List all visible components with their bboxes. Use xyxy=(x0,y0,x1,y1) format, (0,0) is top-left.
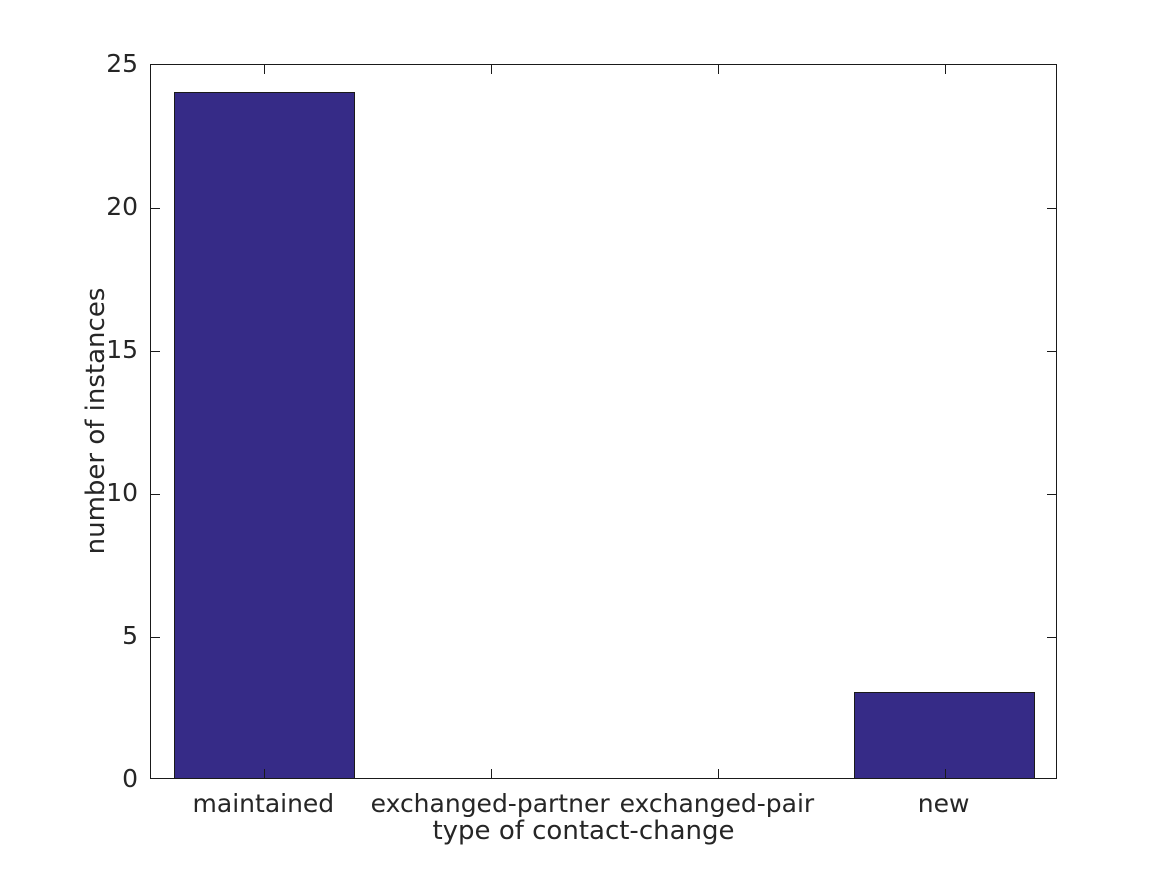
y-tick-mark xyxy=(1047,494,1056,495)
x-tick-mark xyxy=(944,65,946,74)
x-tick-mark xyxy=(491,65,493,74)
y-tick-mark xyxy=(151,637,160,638)
plot-axes-box xyxy=(150,64,1057,779)
x-tick-mark xyxy=(264,769,266,778)
y-tick-label: 20 xyxy=(106,192,138,221)
y-tick-mark xyxy=(151,351,160,352)
y-tick-mark xyxy=(1047,208,1056,209)
x-tick-mark xyxy=(717,65,719,74)
y-tick-mark xyxy=(1047,637,1056,638)
bars-layer xyxy=(151,65,1056,778)
x-tick-label: maintained xyxy=(192,789,335,818)
bar xyxy=(173,91,356,778)
y-tick-label: 5 xyxy=(122,621,138,650)
x-tick-mark xyxy=(264,65,266,74)
y-tick-mark xyxy=(1047,351,1056,352)
x-axis-title: type of contact-change xyxy=(432,816,735,846)
x-tick-mark xyxy=(491,769,493,778)
bar xyxy=(853,692,1036,778)
x-tick-label: exchanged-partner xyxy=(370,789,610,818)
y-tick-mark xyxy=(151,208,160,209)
x-tick-label: new xyxy=(917,789,970,818)
y-tick-label: 0 xyxy=(122,764,138,793)
x-tick-mark xyxy=(944,769,946,778)
y-tick-label: 10 xyxy=(106,478,138,507)
x-tick-label: exchanged-pair xyxy=(619,789,815,818)
x-tick-mark xyxy=(717,769,719,778)
y-tick-mark xyxy=(151,494,160,495)
y-tick-label: 25 xyxy=(106,49,138,78)
y-tick-label: 15 xyxy=(106,335,138,364)
y-axis-title: number of instances xyxy=(81,287,111,555)
